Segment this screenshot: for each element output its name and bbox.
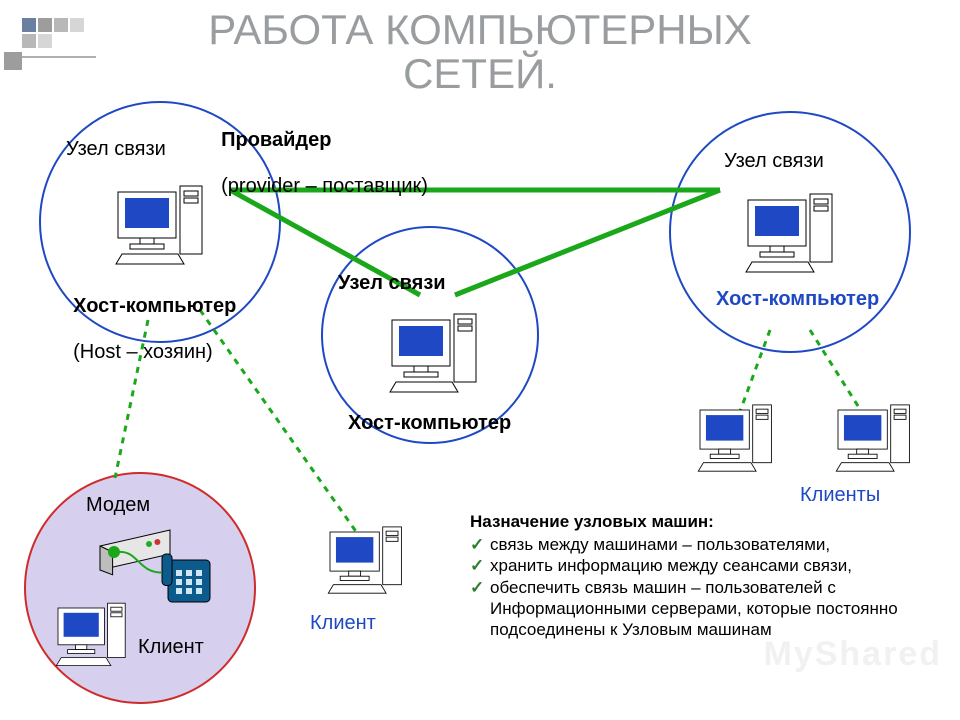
modem-label: Модем xyxy=(86,494,150,517)
pc-client-mid xyxy=(328,527,401,593)
pc-client-r2 xyxy=(836,405,909,471)
host-right-label: Хост-компьютер xyxy=(716,288,879,311)
purpose-item: хранить информацию между сеансами связи, xyxy=(470,555,900,576)
purpose-item: обеспечить связь машин – пользователей с… xyxy=(470,577,900,641)
purpose-item: связь между машинами – пользователями, xyxy=(470,534,900,555)
client-link xyxy=(735,330,770,425)
node-left-label: Узел связи xyxy=(66,138,166,161)
client-mid-label: Клиент xyxy=(310,612,376,635)
modem-icon xyxy=(100,530,170,575)
pc-client-r1 xyxy=(698,405,771,471)
provider-label: Провайдер (provider – поставщик) xyxy=(210,106,428,198)
phone-icon xyxy=(108,546,210,602)
purpose-list: связь между машинами – пользователями,хр… xyxy=(470,534,900,640)
pc-client-modem xyxy=(56,603,125,665)
page-title: РАБОТА КОМПЬЮТЕРНЫХ СЕТЕЙ. xyxy=(130,8,830,96)
purpose-title: Назначение узловых машин: xyxy=(470,512,714,532)
node-right xyxy=(670,112,910,352)
client-link xyxy=(810,330,870,425)
node-right-label: Узел связи xyxy=(724,150,824,173)
pc-left xyxy=(116,186,202,264)
host-mid-label: Хост-компьютер xyxy=(348,412,511,435)
host-left-label: Хост-компьютер (Host – хозяин) xyxy=(62,272,236,364)
node-mid-label: Узел связи xyxy=(338,272,446,295)
modem-client-label: Клиент xyxy=(138,636,204,659)
watermark: MyShared xyxy=(764,635,943,674)
node-mid xyxy=(322,227,538,443)
clients-label: Клиенты xyxy=(800,484,880,507)
pc-right xyxy=(746,194,832,272)
backbone-link xyxy=(455,190,720,295)
pc-mid xyxy=(390,314,476,392)
